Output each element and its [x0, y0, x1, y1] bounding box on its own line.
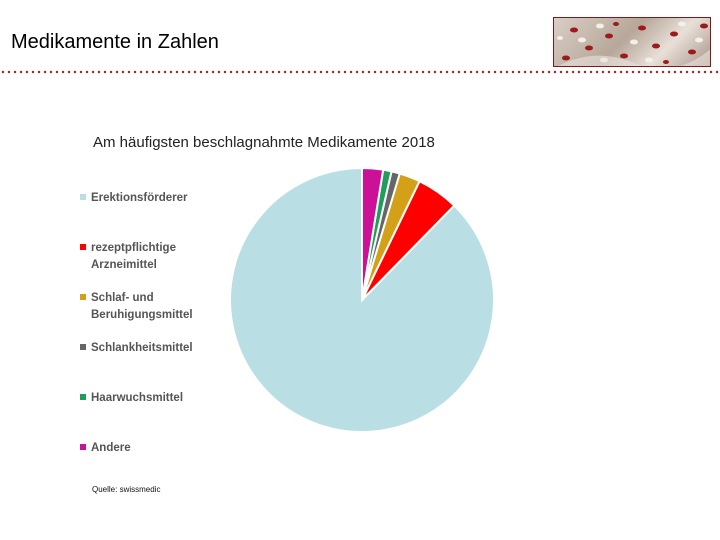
pie-chart: [229, 166, 495, 433]
legend-label: Haarwuchsmittel: [91, 392, 184, 404]
chart-legend: Erektionsförderer rezeptpflichtige Arzne…: [80, 190, 230, 470]
legend-label: Erektionsförderer: [91, 192, 188, 204]
legend-item-erektionsfoerderer: Erektionsförderer: [80, 190, 230, 207]
legend-item-schlaf-und-beruhigungsmittel: Schlaf- und Beruhigungsmittel: [80, 290, 205, 324]
slide-title: Medikamente in Zahlen: [11, 31, 219, 53]
chart-title: Am häufigsten beschlagnahmte Medikamente…: [93, 134, 435, 151]
legend-swatch: [80, 294, 86, 300]
legend-swatch: [80, 394, 86, 400]
legend-label: Schlankheitsmittel: [91, 342, 193, 354]
source-note: Quelle: swissmedic: [92, 485, 161, 494]
legend-swatch: [80, 194, 86, 200]
dotted-divider: [0, 70, 720, 74]
legend-label: Andere: [91, 442, 131, 454]
legend-item-rezeptpflichtige-arzneimittel: rezeptpflichtige Arzneimittel: [80, 240, 200, 274]
legend-item-andere: Andere: [80, 440, 230, 457]
legend-item-schlankheitsmittel: Schlankheitsmittel: [80, 340, 230, 357]
legend-swatch: [80, 344, 86, 350]
legend-item-haarwuchsmittel: Haarwuchsmittel: [80, 390, 230, 407]
legend-label: Schlaf- und Beruhigungsmittel: [91, 292, 193, 321]
legend-swatch: [80, 244, 86, 250]
pie-slice-andere: [361, 166, 385, 301]
legend-swatch: [80, 444, 86, 450]
legend-label: rezeptpflichtige Arzneimittel: [91, 242, 176, 271]
header-photo: [553, 17, 711, 67]
